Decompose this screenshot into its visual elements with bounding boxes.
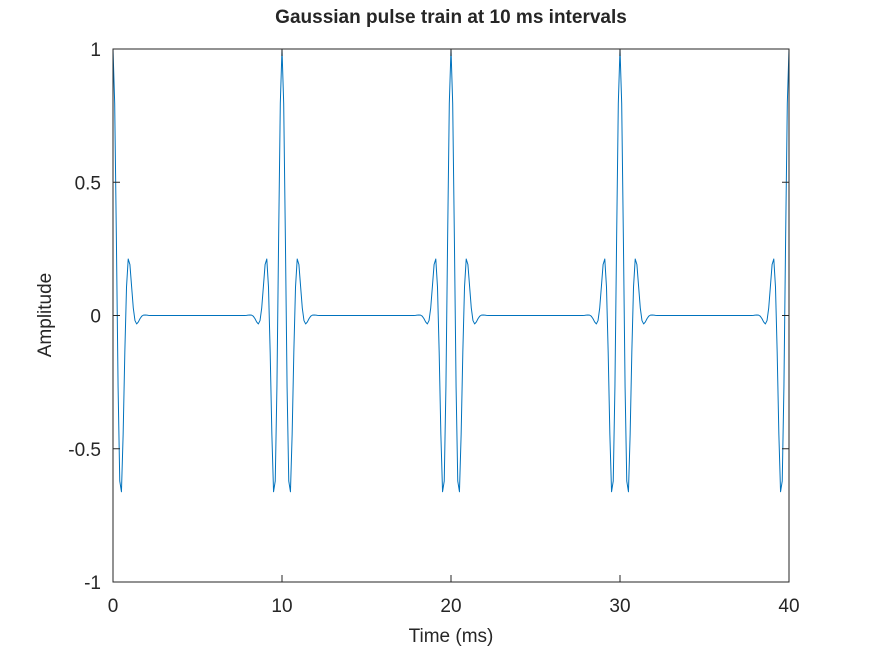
chart-title: Gaussian pulse train at 10 ms intervals (275, 7, 627, 28)
y-tick-label: 0 (90, 307, 101, 328)
y-tick-label: -0.5 (68, 440, 101, 461)
x-tick-label: 0 (108, 596, 119, 617)
y-axis-ticks: -1 -0.5 0 0.5 1 (68, 40, 789, 594)
y-tick-label: 1 (90, 40, 101, 61)
y-axis-label: Amplitude (35, 273, 56, 358)
x-axis-label: Time (ms) (409, 626, 494, 647)
x-tick-label: 20 (440, 596, 461, 617)
x-axis-ticks: 0 10 20 30 40 (108, 49, 800, 617)
y-tick-label: -1 (84, 573, 101, 594)
x-tick-label: 40 (778, 596, 799, 617)
x-tick-label: 30 (609, 596, 630, 617)
x-tick-label: 10 (271, 596, 292, 617)
y-tick-label: 0.5 (75, 173, 101, 194)
